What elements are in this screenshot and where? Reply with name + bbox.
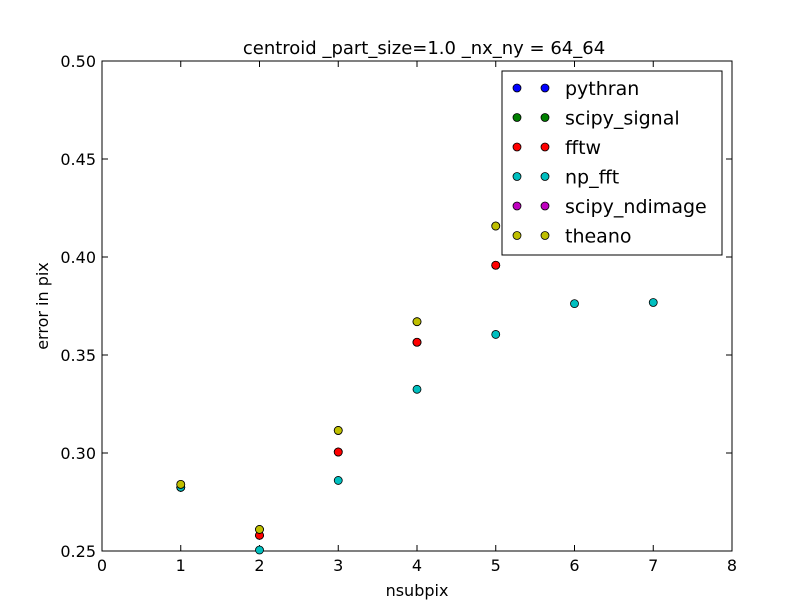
legend-label: scipy_signal [565, 108, 680, 130]
point-theano [333, 426, 343, 435]
point-np-fft [648, 298, 658, 307]
legend-marker [540, 83, 550, 93]
x-tick-label: 4 [412, 556, 422, 575]
legend-marker [540, 172, 550, 181]
chart-title: centroid _part_size=1.0 _nx_ny = 64_64 [243, 38, 605, 59]
point-theano [412, 317, 422, 327]
legend-label: pythran [565, 78, 639, 100]
point-fftw [412, 337, 422, 347]
y-tick-label: 0.30 [60, 444, 96, 463]
y-tick-label: 0.45 [60, 150, 96, 169]
point-np-fft [333, 476, 343, 485]
x-tick-label: 0 [97, 556, 107, 575]
legend-marker [512, 201, 522, 211]
point-np-fft [491, 330, 501, 339]
point-fftw [333, 447, 343, 457]
point-np-fft [570, 299, 579, 309]
point-theano [176, 479, 186, 489]
legend-marker [540, 142, 550, 152]
legend-label: theano [565, 226, 632, 248]
x-tick-label: 1 [176, 556, 186, 575]
point-theano [491, 221, 501, 231]
legend-marker [512, 142, 522, 152]
legend-label: scipy_ndimage [565, 196, 707, 218]
legend-marker [512, 83, 522, 93]
y-axis-label: error in pix [33, 262, 52, 350]
x-tick-label: 7 [648, 556, 658, 575]
y-tick-label: 0.25 [60, 542, 96, 561]
y-tick-label: 0.40 [60, 248, 96, 267]
legend-marker [540, 113, 550, 122]
y-tick-label: 0.50 [60, 52, 96, 71]
point-fftw [491, 260, 501, 270]
x-tick-label: 3 [333, 556, 343, 575]
legend-marker [512, 172, 522, 181]
x-tick-label: 2 [254, 556, 264, 575]
legend-marker [540, 201, 550, 211]
data-points [176, 221, 658, 555]
y-tick-label: 0.35 [60, 346, 96, 365]
y-axis-ticks: 0.25 0.30 0.35 0.40 0.45 0.50 [60, 52, 732, 561]
legend-label: fftw [565, 137, 601, 159]
point-np-fft [412, 384, 422, 394]
point-np-fft [255, 545, 264, 555]
legend-box [501, 70, 723, 256]
x-axis-label: nsubpix [386, 581, 449, 600]
legend-marker [512, 231, 522, 240]
legend-marker [540, 231, 550, 240]
x-tick-label: 6 [569, 556, 579, 575]
x-tick-label: 5 [491, 556, 501, 575]
x-tick-label: 8 [727, 556, 737, 575]
legend-marker [512, 113, 522, 122]
point-theano [255, 525, 264, 534]
legend-label: np_fft [565, 167, 619, 189]
